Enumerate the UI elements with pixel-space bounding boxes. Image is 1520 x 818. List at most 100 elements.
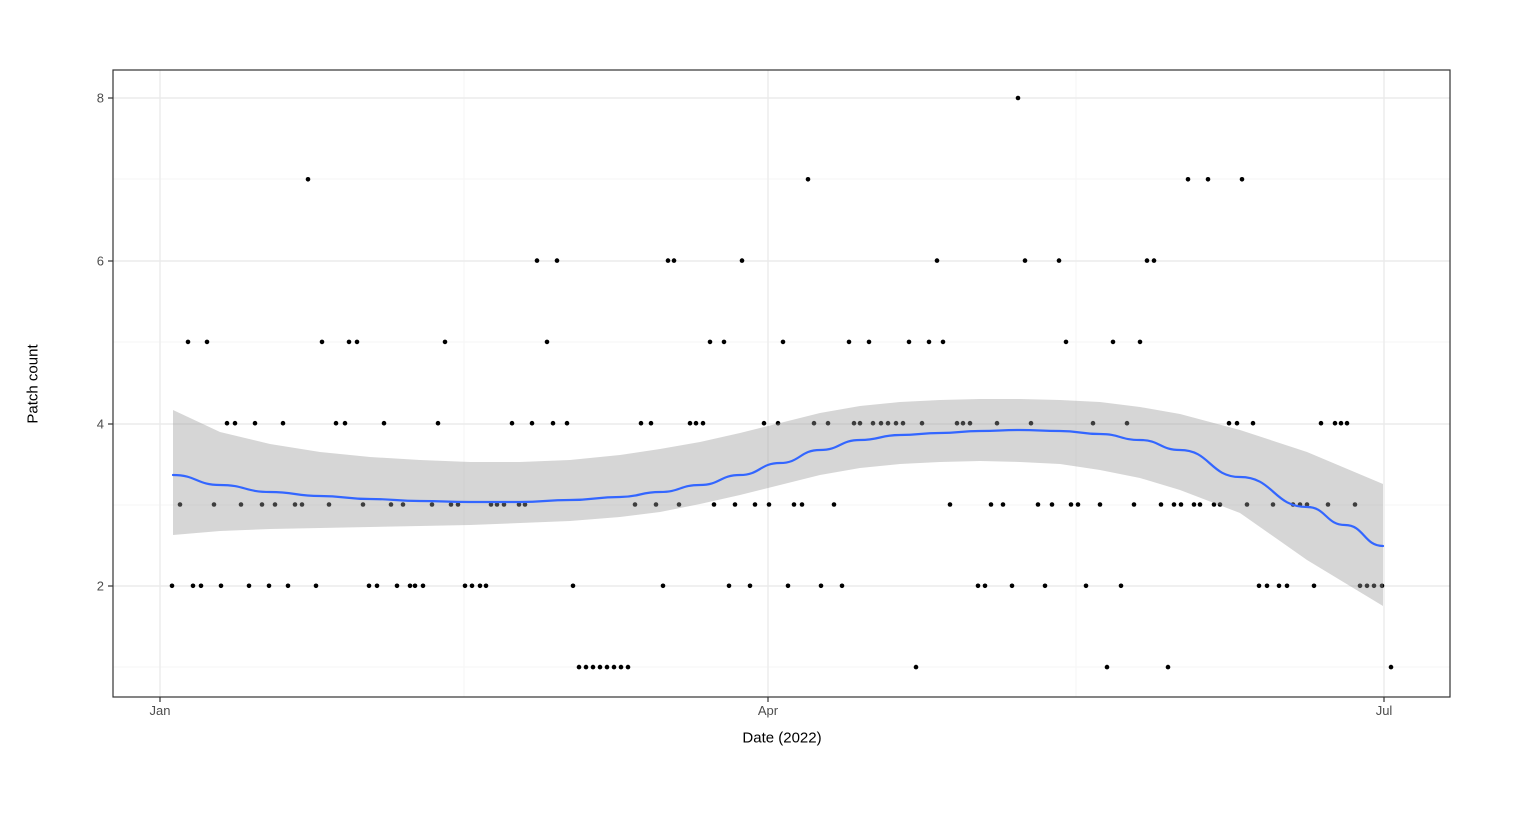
data-point [218,583,224,589]
data-point [1118,583,1124,589]
data-point [576,664,582,670]
data-point [554,258,560,263]
data-point [1364,583,1370,589]
data-point [544,339,550,345]
data-point [1239,177,1245,182]
data-point [870,420,876,426]
data-point [550,420,556,426]
data-point [846,339,852,345]
data-point [747,583,753,589]
data-point [726,583,732,589]
data-point [752,502,758,507]
data-point [1344,420,1350,426]
data-point [516,502,522,507]
data-point [866,339,872,345]
data-point [529,420,535,426]
data-point [653,502,659,507]
data-point [1068,502,1074,507]
data-point [462,583,468,589]
data-point [190,583,196,589]
data-point [1205,177,1211,182]
panel-background [113,70,1450,697]
data-point [1158,502,1164,507]
data-point [934,258,940,263]
data-point [1090,420,1096,426]
data-point [238,502,244,507]
data-point [198,583,204,589]
data-point [825,420,831,426]
data-point [1244,502,1250,507]
data-point [1211,502,1217,507]
data-point [799,502,805,507]
data-point [1217,502,1223,507]
data-point [522,502,528,507]
data-point [831,502,837,507]
data-point [477,583,483,589]
data-point [313,583,319,589]
data-point [583,664,589,670]
data-point [693,420,699,426]
data-point [785,583,791,589]
data-point [618,664,624,670]
data-point [919,420,925,426]
data-point [381,420,387,426]
data-point [906,339,912,345]
data-point [1357,583,1363,589]
data-point [811,420,817,426]
data-point [1371,583,1377,589]
data-point [982,583,988,589]
data-point [1131,502,1137,507]
data-point [805,177,811,182]
data-point [1042,583,1048,589]
data-point [975,583,981,589]
data-point [700,420,706,426]
data-point [761,420,767,426]
data-point [590,664,596,670]
data-point [435,420,441,426]
data-point [940,339,946,345]
data-point [1338,420,1344,426]
data-point [400,502,406,507]
data-point [1318,420,1324,426]
data-point [1234,420,1240,426]
data-point [597,664,603,670]
data-point [1056,258,1062,263]
data-point [305,177,311,182]
data-point [494,502,500,507]
data-point [420,583,426,589]
data-point [1015,95,1021,101]
data-point [711,502,717,507]
data-point [448,502,454,507]
confidence-ribbon [173,399,1383,606]
data-point [1049,502,1055,507]
panel-border [112,69,1451,698]
data-point [1097,502,1103,507]
x-axis-title: Date (2022) [742,729,822,747]
data-point [687,420,693,426]
data-point [960,420,966,426]
data-point [388,502,394,507]
data-point [570,583,576,589]
y-axis-title: Patch count [24,344,42,424]
data-point [374,583,380,589]
data-point [509,420,515,426]
data-point [857,420,863,426]
x-tick-label: Jul [1376,703,1393,718]
data-point [259,502,265,507]
data-point [1304,502,1310,507]
data-point [232,420,238,426]
x-tick-label: Jan [150,703,171,718]
data-point [1311,583,1317,589]
data-point [169,583,175,589]
x-tick-label: Apr [758,703,779,718]
data-point [739,258,745,263]
data-point [913,664,919,670]
data-point [429,502,435,507]
data-point [455,502,461,507]
data-point [632,502,638,507]
data-point [947,502,953,507]
data-point [851,420,857,426]
data-point [1325,502,1331,507]
data-point [185,339,191,345]
data-point [1035,502,1041,507]
